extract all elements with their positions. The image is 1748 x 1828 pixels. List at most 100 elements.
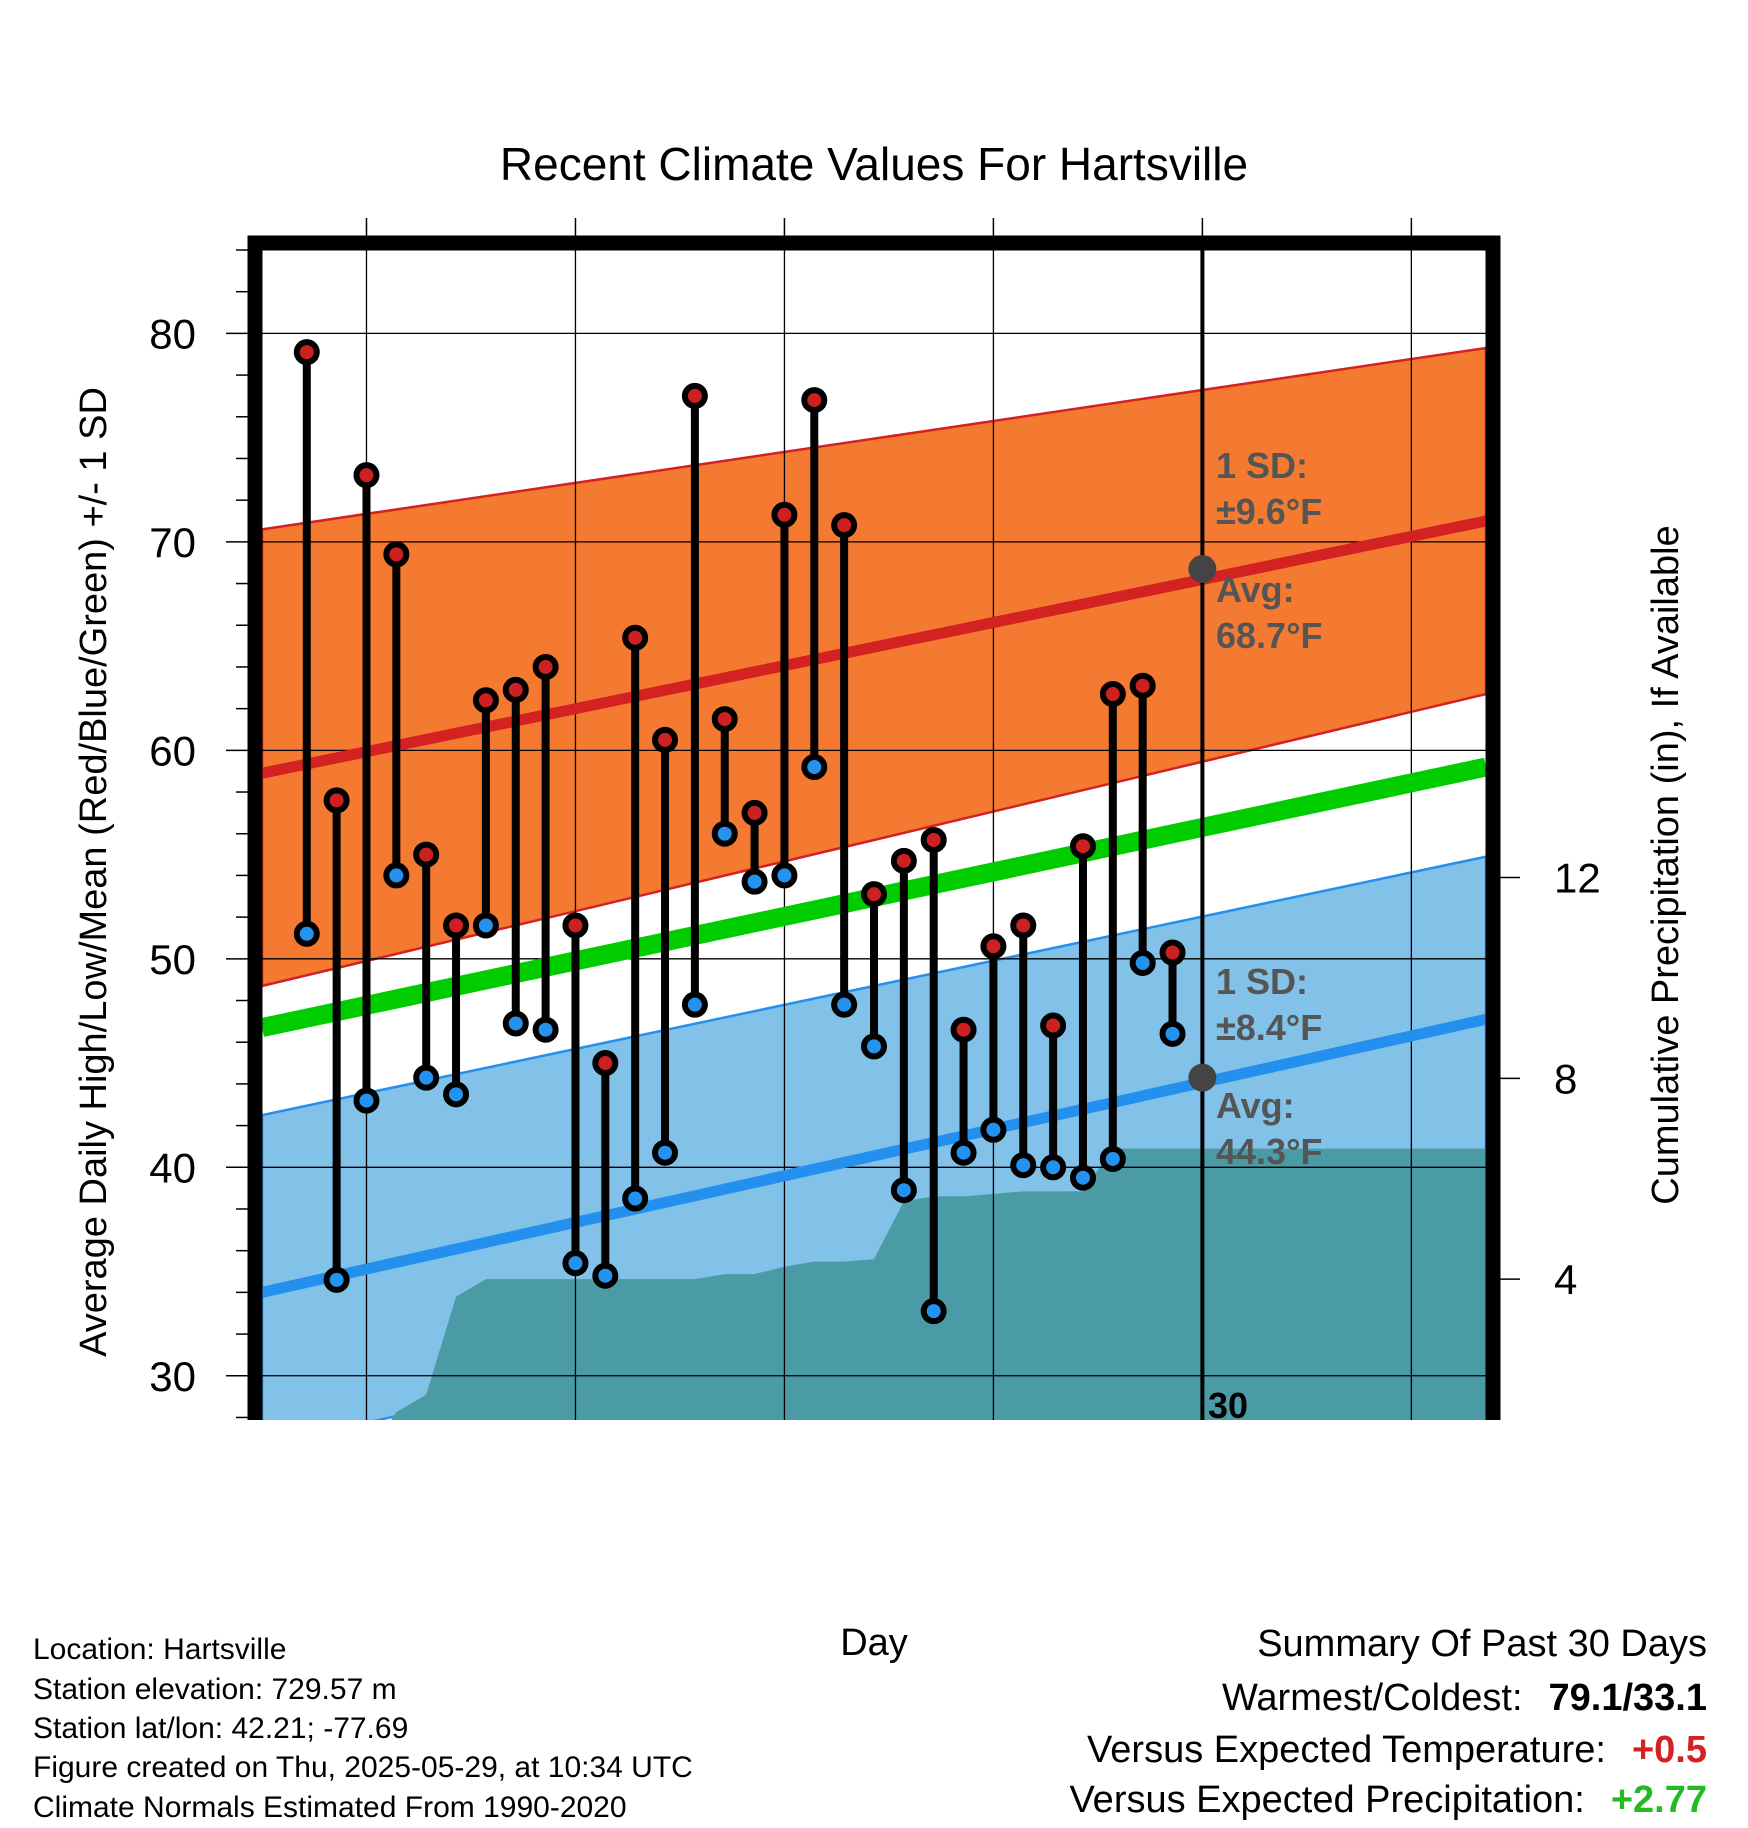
high-sd-value: ±9.6°F <box>1216 491 1322 532</box>
avg-high-marker <box>1188 554 1217 583</box>
high-dot <box>950 1016 977 1043</box>
avg-high-line <box>262 515 1486 779</box>
right-axis: 12840 <box>1500 855 1601 1303</box>
high-dot <box>1159 939 1186 966</box>
low-dot <box>681 991 708 1018</box>
day-bar <box>1159 939 1186 1047</box>
low-dot <box>652 1139 679 1166</box>
low-dot <box>1159 1020 1186 1047</box>
summary-precip: Versus Expected Precipitation: +2.77 <box>1069 1780 1707 1820</box>
high-dot <box>831 512 858 539</box>
low-avg-value: 44.3°F <box>1216 1131 1322 1172</box>
precip-value: +2.77 <box>1610 1779 1707 1821</box>
low-dot <box>1099 1145 1126 1172</box>
day-bar <box>502 676 529 1037</box>
y-tick-label: 30 <box>149 1353 196 1400</box>
avg-low-marker <box>1188 1063 1217 1092</box>
day-bar <box>950 1016 977 1166</box>
high-sd-band <box>262 346 1486 988</box>
plot-frame <box>247 235 1501 1420</box>
high-dot <box>711 706 738 733</box>
high-avg-value: 68.7°F <box>1216 615 1322 656</box>
high-dot <box>1129 672 1156 699</box>
day-bar <box>1069 833 1096 1191</box>
y-tick-label: 60 <box>149 727 196 774</box>
annotations: 1 SD: ±9.6°F Avg: 68.7°F 1 SD: ±8.4°F Av… <box>1216 445 1322 1172</box>
daily-range-bars <box>293 339 1186 1325</box>
high-dot <box>1010 912 1037 939</box>
day-bar <box>711 706 738 847</box>
low-avg-label: Avg: <box>1216 1085 1295 1126</box>
day-bar <box>1010 912 1037 1179</box>
low-dot <box>861 1033 887 1060</box>
normals-text: Climate Normals Estimated From 1990-2020 <box>33 1791 627 1824</box>
high-dot <box>293 339 320 366</box>
precip-label: Versus Expected Precipitation: <box>1069 1779 1585 1821</box>
low-dot <box>890 1177 917 1204</box>
high-dot <box>472 687 499 714</box>
high-dot <box>890 847 917 874</box>
high-dot <box>323 787 350 814</box>
high-dot <box>920 826 947 853</box>
low-dot <box>443 1081 470 1108</box>
high-dot <box>532 653 559 680</box>
y2-tick-label: 12 <box>1554 855 1601 902</box>
high-dot <box>413 841 440 868</box>
day-bar <box>801 387 828 781</box>
high-dot <box>801 387 828 414</box>
day-bar <box>681 382 708 1018</box>
day-bar <box>592 1050 619 1289</box>
y2-tick-label: 8 <box>1554 1055 1577 1102</box>
high-dot <box>1099 681 1126 708</box>
y2-tick-label: 4 <box>1554 1256 1577 1303</box>
avg-low-line <box>262 1013 1486 1298</box>
low-dot <box>1069 1164 1096 1191</box>
low-dot <box>562 1250 589 1277</box>
climate-chart: Recent Climate Values For Hartsville 80 7… <box>73 138 1687 1420</box>
low-dot <box>293 920 320 947</box>
day-bar <box>920 826 947 1325</box>
x-axis-title: Day <box>840 1622 908 1664</box>
cumulative-precip-area <box>391 1148 1486 1420</box>
low-dot <box>950 1139 977 1166</box>
low-dot <box>1010 1152 1037 1179</box>
low-dot <box>383 862 410 889</box>
high-dot <box>652 726 679 753</box>
day-bar <box>562 912 589 1277</box>
temp-value: +0.5 <box>1631 1729 1707 1771</box>
high-dot <box>622 624 649 651</box>
day-bar <box>622 624 649 1212</box>
location-text: Location: Hartsville <box>33 1633 287 1666</box>
bottom-axis: May 01May 08May 15May 22TodayJun 05 <box>365 218 1413 236</box>
today-marker-line: 30 <box>1208 1385 1248 1420</box>
day-bar <box>861 881 887 1060</box>
day-bar <box>443 912 470 1108</box>
low-dot <box>323 1266 350 1293</box>
high-dot <box>861 881 887 908</box>
low-dot <box>831 991 858 1018</box>
summary-title: Summary Of Past 30 Days <box>1257 1623 1707 1665</box>
day-bar <box>771 501 798 889</box>
warm-cold-value: 79.1/33.1 <box>1548 1677 1707 1719</box>
high-dot <box>353 462 380 489</box>
summary-warm-cold: Warmest/Coldest: 79.1/33.1 <box>1222 1678 1707 1718</box>
elevation-text: Station elevation: 729.57 m <box>33 1673 397 1706</box>
low-dot <box>711 820 738 847</box>
y-tick-label: 40 <box>149 1144 196 1191</box>
summary-temp: Versus Expected Temperature: +0.5 <box>1087 1730 1707 1770</box>
day-bar <box>1129 672 1156 976</box>
day-bar <box>323 787 350 1293</box>
low-dot <box>353 1087 380 1114</box>
y-axis-title: Average Daily High/Low/Mean (Red/Blue/Gr… <box>73 387 115 1357</box>
low-dot <box>532 1016 559 1043</box>
day-bar <box>980 933 1007 1143</box>
high-dot <box>771 501 798 528</box>
low-dot <box>472 912 499 939</box>
high-avg-label: Avg: <box>1216 569 1295 610</box>
day-bar <box>413 841 440 1091</box>
day-bar <box>1040 1012 1067 1181</box>
created-text: Figure created on Thu, 2025-05-29, at 10… <box>33 1751 693 1784</box>
low-sd-band <box>262 855 1486 1420</box>
low-dot <box>1129 949 1156 976</box>
